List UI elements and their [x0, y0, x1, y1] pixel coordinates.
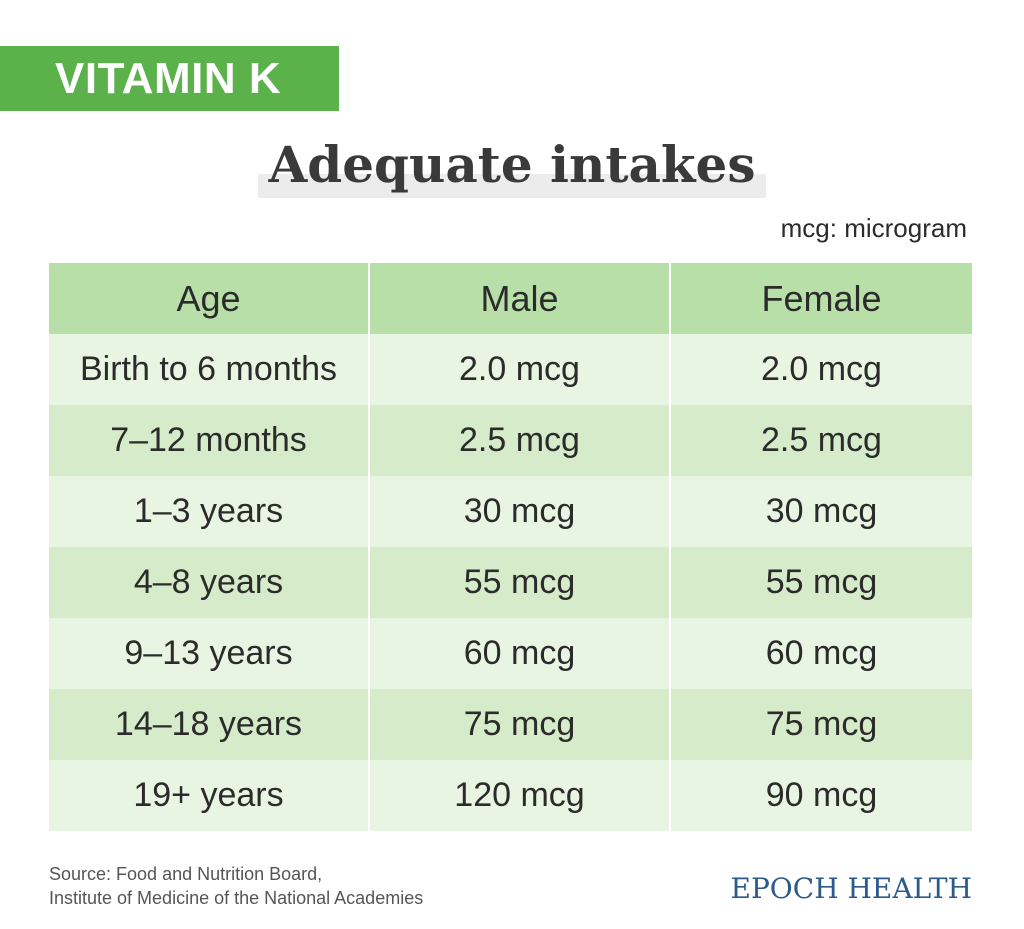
age-cell: Birth to 6 months — [49, 334, 369, 405]
age-cell: 9–13 years — [49, 618, 369, 689]
table-row: 14–18 years 75 mcg 75 mcg — [49, 689, 972, 760]
female-cell: 55 mcg — [669, 547, 972, 618]
source-line-2: Institute of Medicine of the National Ac… — [49, 888, 424, 908]
male-cell: 2.0 mcg — [368, 334, 670, 405]
column-header-male: Male — [368, 263, 670, 334]
table-row: 19+ years 120 mcg 90 mcg — [49, 760, 972, 831]
banner-label: VITAMIN K — [55, 54, 282, 103]
age-cell: 4–8 years — [49, 547, 369, 618]
column-header-female: Female — [669, 263, 972, 334]
source-note: Source: Food and Nutrition Board, Instit… — [49, 862, 423, 910]
table-header-row: Age Male Female — [49, 263, 972, 334]
table-row: 1–3 years 30 mcg 30 mcg — [49, 476, 972, 547]
male-cell: 2.5 mcg — [368, 405, 670, 476]
male-cell: 30 mcg — [368, 476, 670, 547]
title-highlight — [258, 174, 766, 198]
source-line-1: Source: Food and Nutrition Board, — [49, 864, 323, 884]
unit-note: mcg: microgram — [780, 213, 967, 243]
female-cell: 90 mcg — [669, 760, 972, 831]
male-cell: 60 mcg — [368, 618, 670, 689]
intake-table: Age Male Female Birth to 6 months 2.0 mc… — [49, 263, 972, 831]
table-row: 4–8 years 55 mcg 55 mcg — [49, 547, 972, 618]
male-cell: 75 mcg — [368, 689, 670, 760]
age-cell: 19+ years — [49, 760, 369, 831]
female-cell: 2.5 mcg — [669, 405, 972, 476]
female-cell: 60 mcg — [669, 618, 972, 689]
column-header-age: Age — [49, 263, 369, 334]
female-cell: 75 mcg — [669, 689, 972, 760]
brand-logo: EPOCH HEALTH — [730, 872, 972, 905]
vitamin-banner: VITAMIN K — [0, 46, 339, 111]
page-title: Adequate intakes — [268, 135, 756, 194]
age-cell: 14–18 years — [49, 689, 369, 760]
age-cell: 1–3 years — [49, 476, 369, 547]
table-row: Birth to 6 months 2.0 mcg 2.0 mcg — [49, 334, 972, 405]
female-cell: 2.0 mcg — [669, 334, 972, 405]
female-cell: 30 mcg — [669, 476, 972, 547]
title-area: Adequate intakes — [0, 130, 1024, 200]
table-row: 7–12 months 2.5 mcg 2.5 mcg — [49, 405, 972, 476]
male-cell: 55 mcg — [368, 547, 670, 618]
age-cell: 7–12 months — [49, 405, 369, 476]
male-cell: 120 mcg — [368, 760, 670, 831]
table-row: 9–13 years 60 mcg 60 mcg — [49, 618, 972, 689]
